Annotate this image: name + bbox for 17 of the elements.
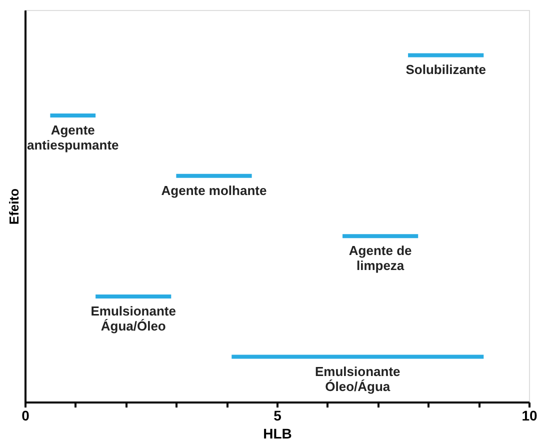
bar (408, 53, 484, 58)
y-tick-label: Solubilizante (406, 62, 486, 78)
y-tick-label: Emulsionante Óleo/Água (315, 364, 400, 394)
x-tick-label: 10 (522, 408, 538, 424)
bar (96, 294, 172, 298)
y-tick-label: Agente de limpeza (348, 243, 412, 274)
y-tick-label: Agente antiespumante (27, 122, 119, 153)
y-axis-title: Efeito (6, 188, 22, 225)
x-tick-label: 0 (22, 408, 30, 424)
bar (176, 174, 252, 178)
y-tick-label: Agente molhante (161, 182, 267, 198)
bar (342, 234, 418, 238)
bar (50, 114, 96, 118)
bar (232, 354, 484, 359)
y-tick-label: Emulsionante Água/Óleo (90, 303, 176, 334)
x-axis-title: HLB (263, 426, 292, 442)
x-tick-label: 5 (274, 408, 282, 424)
